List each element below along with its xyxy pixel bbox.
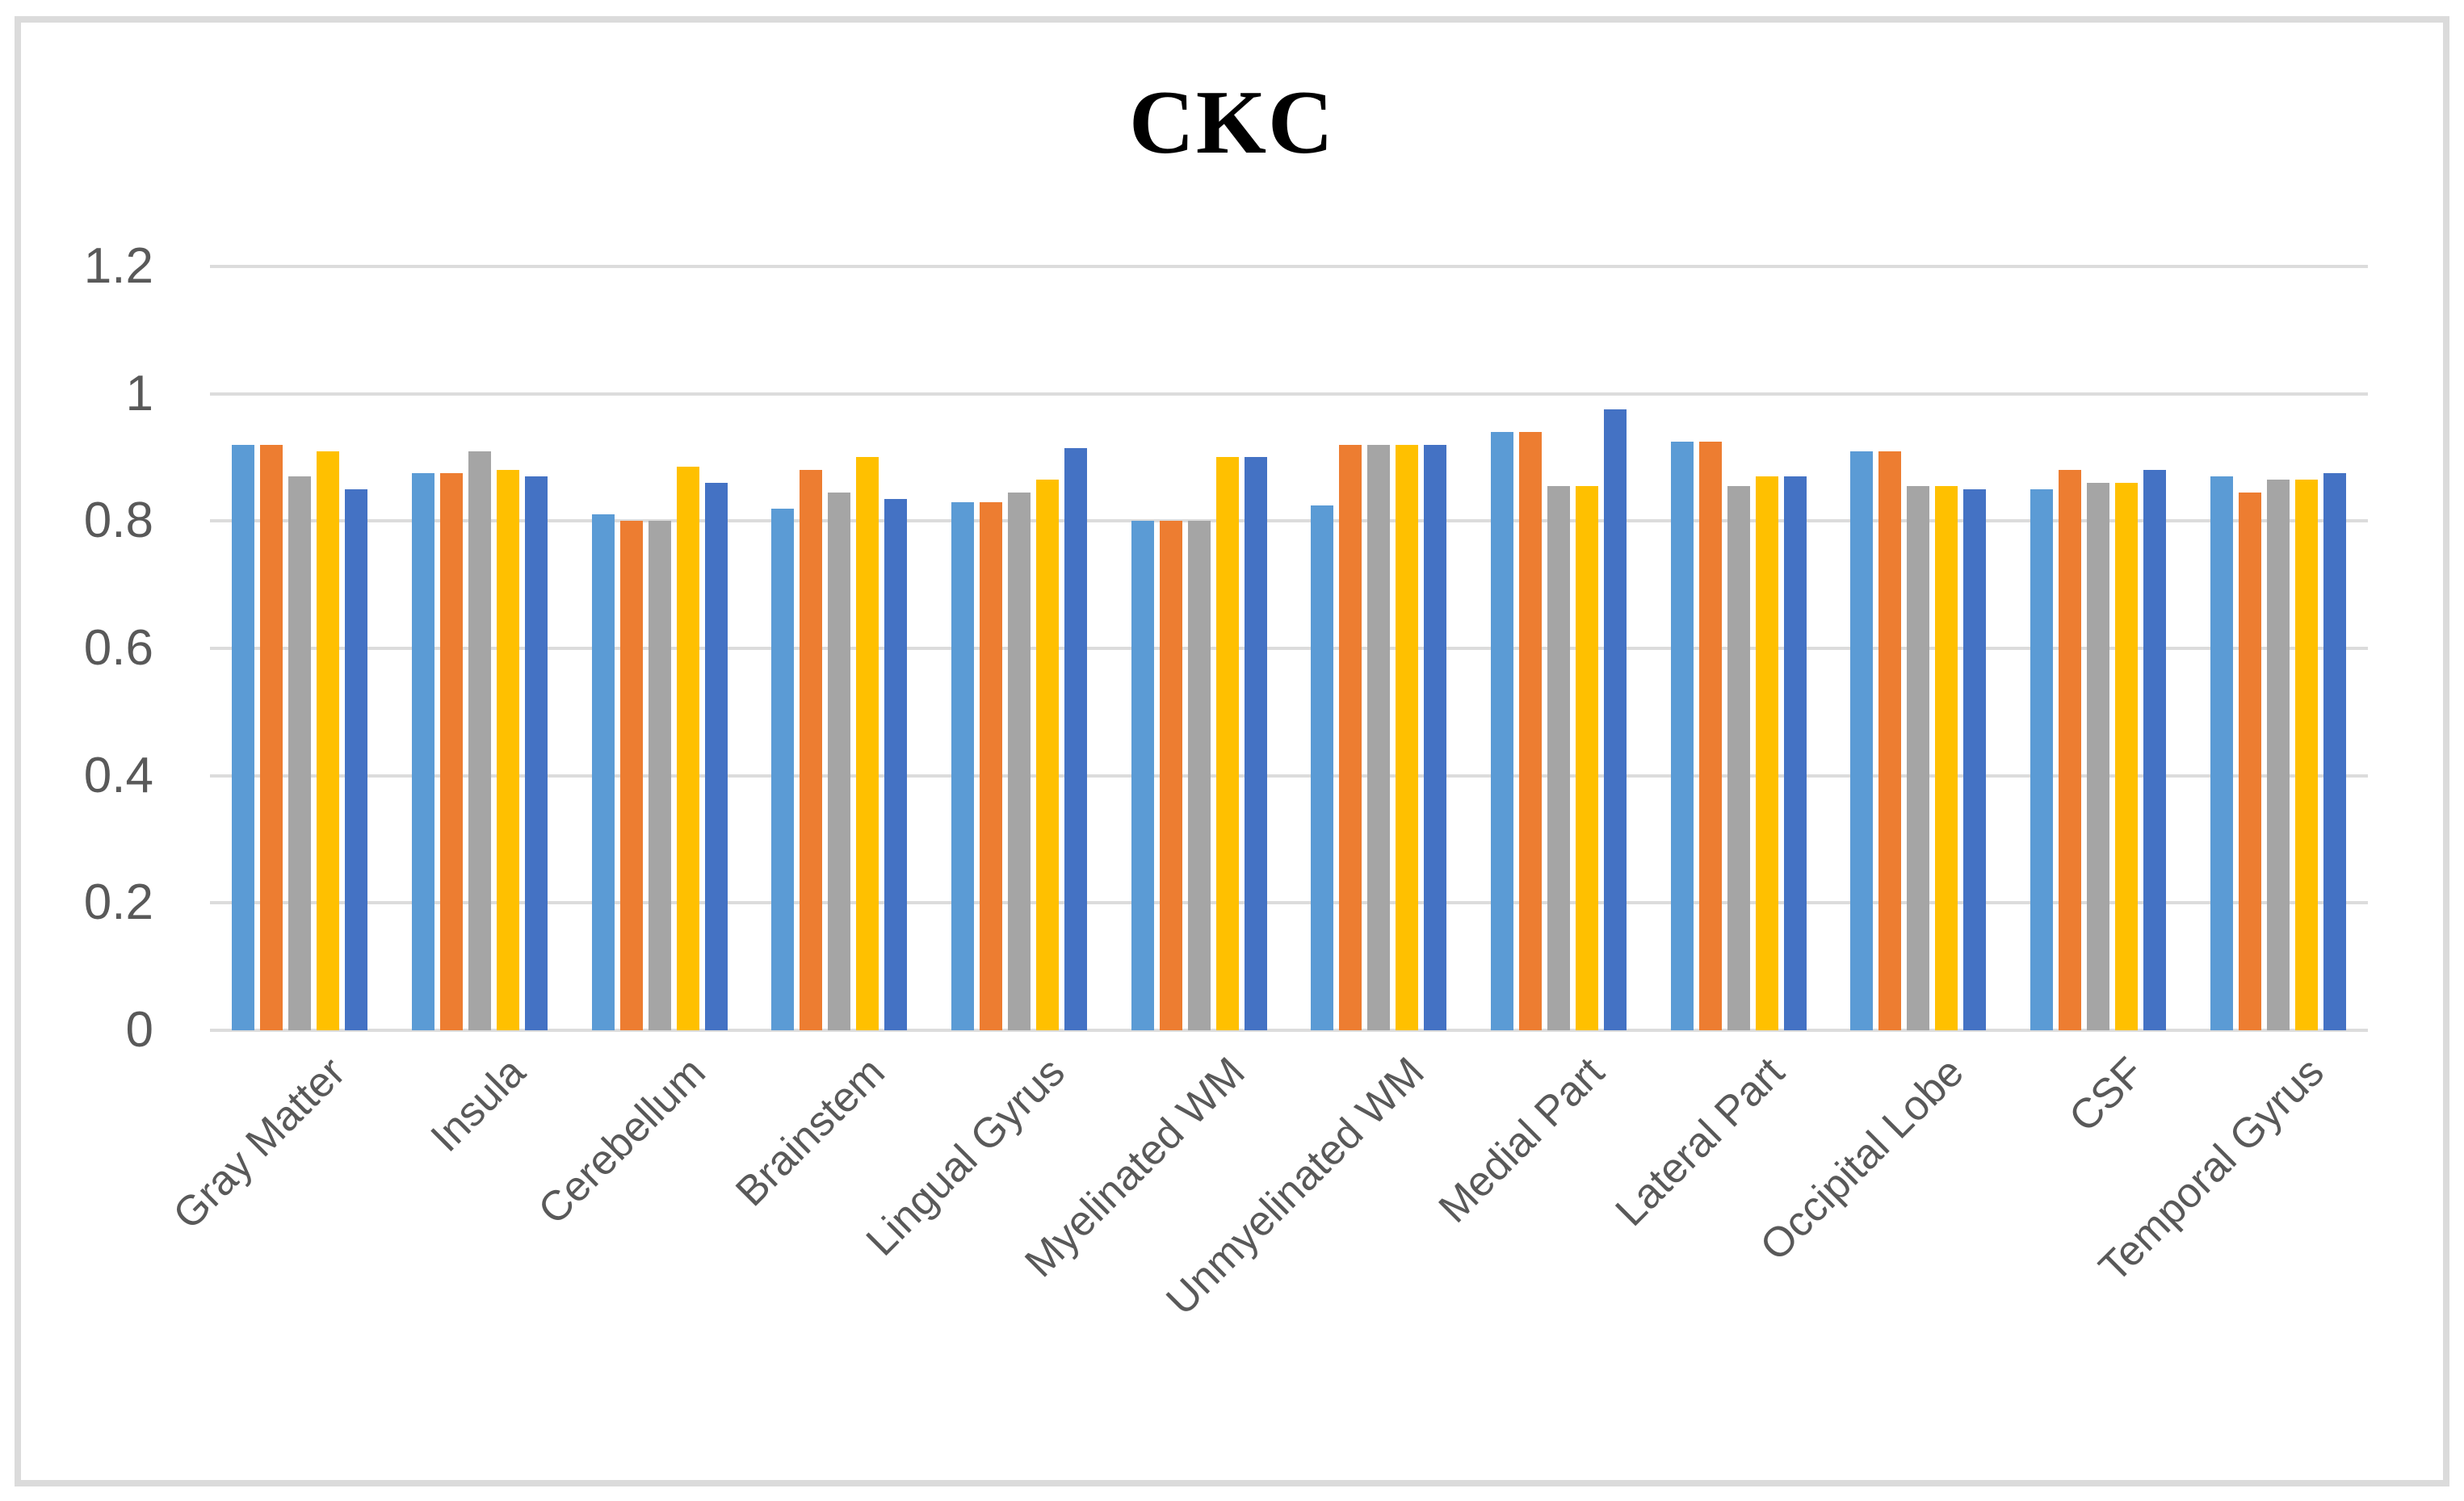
bar-groups-row [210,266,2368,1030]
bar-series-3 [1727,486,1750,1030]
y-tick-label-0.6: 0.6 [83,620,153,676]
bar-series-1 [771,509,795,1030]
bar-group [1109,266,1289,1030]
bar-series-2 [1698,442,1722,1030]
bar-series-3 [1547,486,1571,1030]
bar-series-2 [2059,470,2082,1030]
category-label: Medial Part [1429,1048,1614,1232]
bar-series-2 [1519,432,1543,1030]
bar-series-4 [1036,480,1060,1030]
bar-series-3 [1008,493,1031,1030]
gridline-0.4 [210,774,2368,778]
y-tick-label-0.2: 0.2 [83,874,153,931]
bar-series-4 [1935,486,1958,1030]
bar-group [1289,266,1469,1030]
bar-series-1 [412,473,434,1030]
bar-group [1828,266,2009,1030]
bar-series-3 [828,493,851,1030]
bar-series-1 [951,502,975,1030]
bar-series-1 [1670,442,1694,1030]
category-label: Lateral Part [1606,1048,1794,1235]
gridline-0 [210,1029,2368,1032]
bar-series-2 [1159,521,1182,1030]
y-tick-label-0.8: 0.8 [83,493,153,549]
y-tick-label-0.4: 0.4 [83,747,153,803]
y-tick-label-0: 0 [125,1002,153,1058]
bar-series-5 [2323,473,2346,1030]
bar-series-2 [800,470,823,1030]
bar-group [390,266,570,1030]
y-tick-label-1: 1 [125,365,153,421]
bar-series-3 [288,476,312,1030]
gridline-0.6 [210,647,2368,650]
bar-series-2 [1878,451,1902,1030]
bar-series-4 [1396,445,1419,1030]
category-label: Insula [422,1048,535,1161]
bar-group [569,266,749,1030]
bar-series-5 [1604,409,1627,1030]
category-label: Cerebellum [529,1048,715,1234]
gridline-0.2 [210,901,2368,905]
category-label: Brainstem [727,1048,894,1216]
bar-series-5 [884,499,908,1030]
bar-series-5 [1783,476,1807,1030]
gridline-1 [210,392,2368,396]
bar-series-1 [1491,432,1514,1030]
chart-title: CKC [1129,73,1335,173]
bar-group [2188,266,2368,1030]
bar-series-1 [232,445,255,1030]
gridline-1.2 [210,265,2368,268]
bar-series-4 [1215,457,1239,1030]
x-axis-category-labels: Gray Matter Insula Cerebellum Brainstem Ling… [165,1048,2368,1468]
bar-series-5 [345,489,368,1030]
bar-series-1 [1131,521,1154,1030]
bar-series-4 [1576,486,1599,1030]
bar-group [2009,266,2189,1030]
bar-series-4 [2294,480,2318,1030]
bar-group [930,266,1110,1030]
bar-series-5 [1963,489,1987,1030]
bar-series-1 [2030,489,2054,1030]
category-label: CSF [2060,1048,2153,1142]
bar-group [749,266,930,1030]
bar-series-2 [980,502,1003,1030]
bar-series-2 [440,473,463,1030]
bar-group [1648,266,1828,1030]
bar-series-3 [1187,521,1211,1030]
y-tick-label-1.2: 1.2 [83,238,153,294]
bar-series-1 [1311,505,1334,1030]
bar-series-4 [2115,483,2139,1030]
bar-series-2 [260,445,283,1030]
bar-series-4 [1755,476,1778,1030]
plot-area [210,265,2368,1032]
bar-series-5 [704,483,728,1030]
gridline-0.8 [210,519,2368,523]
bar-series-3 [2087,483,2110,1030]
bar-series-5 [1424,445,1447,1030]
bar-series-2 [2238,493,2261,1030]
bar-series-3 [1907,486,1930,1030]
bar-series-4 [676,467,699,1030]
bar-series-2 [1339,445,1362,1030]
y-axis-tick-labels: 1.2 1 0.8 0.6 0.4 0.2 0 [32,241,153,1055]
bar-series-3 [1367,445,1391,1030]
bar-series-3 [648,521,671,1030]
bar-series-4 [497,470,519,1030]
bar-series-5 [1064,448,1088,1030]
bar-series-2 [619,521,643,1030]
bar-series-5 [525,476,548,1030]
bar-group [1469,266,1649,1030]
bar-series-1 [2210,476,2233,1030]
bar-series-1 [591,514,615,1030]
bar-series-5 [1244,457,1267,1030]
bar-group [210,266,390,1030]
bar-series-1 [1850,451,1874,1030]
bar-series-4 [317,451,340,1030]
bar-series-3 [468,451,491,1030]
bar-series-3 [2266,480,2290,1030]
bar-series-5 [2143,470,2167,1030]
bar-series-4 [856,457,879,1030]
